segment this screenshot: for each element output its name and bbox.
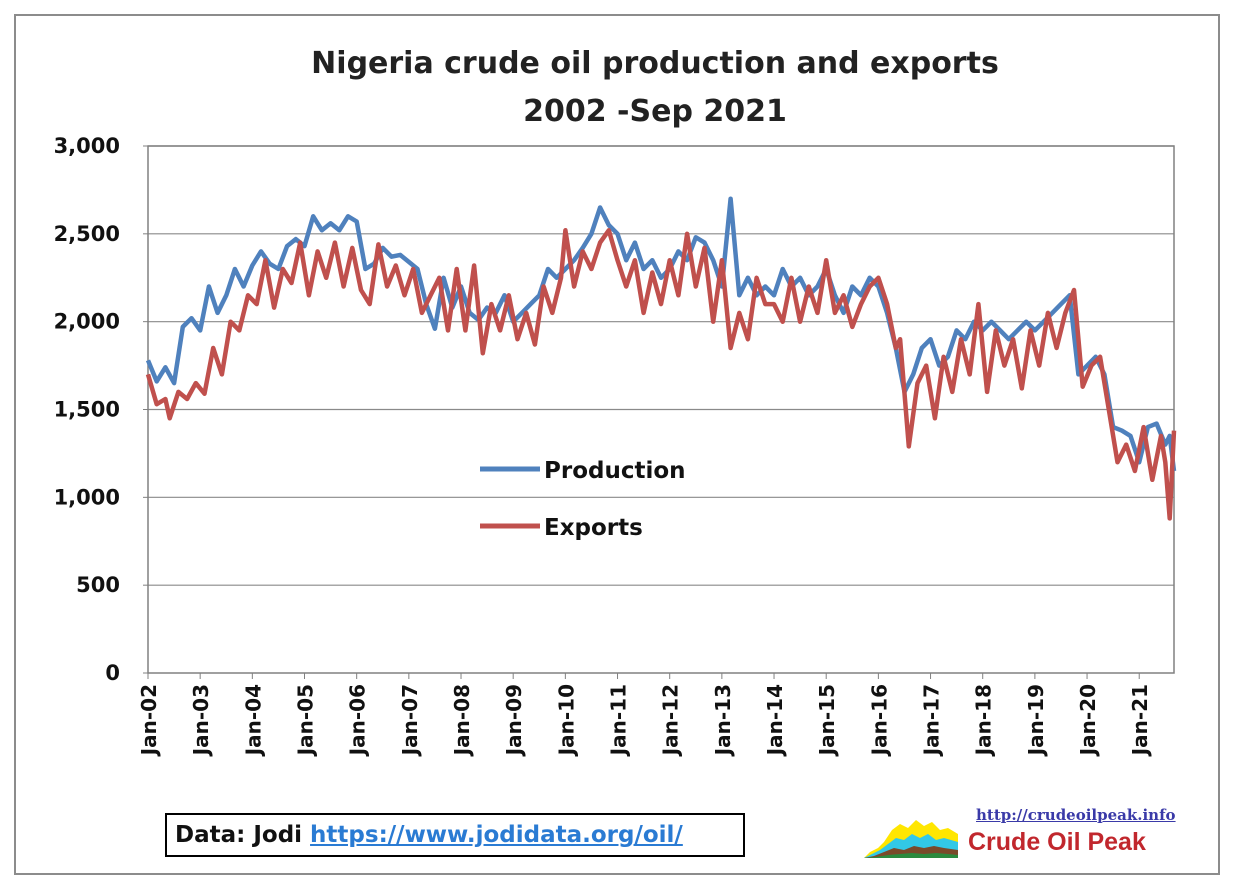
x-tick-label: Jan-13 xyxy=(711,684,735,757)
y-tick-label: 2,000 xyxy=(54,310,120,334)
y-tick-label: 2,500 xyxy=(54,222,120,246)
x-tick-label: Jan-04 xyxy=(241,684,265,757)
x-tick-label: Jan-14 xyxy=(763,684,787,757)
data-source-label: Data: Jodi xyxy=(175,822,311,848)
x-tick-label: Jan-12 xyxy=(659,684,683,757)
y-tick-label: 3,000 xyxy=(54,134,120,158)
legend-label-production: Production xyxy=(544,458,686,484)
chart-title: Nigeria crude oil production and exports xyxy=(311,46,999,81)
y-tick-label: 0 xyxy=(105,661,120,685)
x-tick-label: Jan-21 xyxy=(1128,684,1152,757)
logo-url[interactable]: http://crudeoilpeak.info xyxy=(976,806,1176,824)
x-tick-label: Jan-11 xyxy=(607,684,631,757)
x-tick-label: Jan-06 xyxy=(346,684,370,757)
x-tick-label: Jan-09 xyxy=(502,684,526,757)
x-axis-ticks: Jan-02 Jan-03 Jan-04 Jan-05 Jan-06 Jan-07 Jan-… xyxy=(137,673,1152,757)
y-axis-ticks: 0 500 1,000 1,500 2,000 2,500 3,000 xyxy=(54,134,148,685)
logo-graphic-icon xyxy=(864,820,958,858)
gridlines xyxy=(148,145,1174,586)
legend: Production Exports xyxy=(480,458,686,541)
x-tick-label: Jan-15 xyxy=(815,684,839,757)
x-tick-label: Jan-03 xyxy=(189,684,213,757)
x-tick-label: Jan-05 xyxy=(294,684,318,757)
x-tick-label: Jan-20 xyxy=(1076,684,1100,757)
crude-oil-peak-logo[interactable]: http://crudeoilpeak.info Crude Oil Peak xyxy=(862,806,1192,862)
data-source-link[interactable]: https://www.jodidata.org/oil/ xyxy=(310,822,683,848)
series-lines xyxy=(145,196,1177,521)
chart-frame xyxy=(14,14,1220,875)
y-tick-label: 1,000 xyxy=(54,485,120,509)
series-line-production xyxy=(145,196,1177,472)
series-line-exports xyxy=(145,228,1177,521)
x-tick-label: Jan-19 xyxy=(1024,684,1048,757)
chart-subtitle: 2002 -Sep 2021 xyxy=(523,94,787,129)
logo-name: Crude Oil Peak xyxy=(968,828,1146,856)
x-tick-label: Jan-18 xyxy=(972,684,996,757)
x-tick-label: Jan-08 xyxy=(450,684,474,757)
y-tick-label: 1,500 xyxy=(54,398,120,422)
legend-label-exports: Exports xyxy=(544,515,643,541)
data-source-box: Data: Jodi https://www.jodidata.org/oil/ xyxy=(165,813,745,857)
x-tick-label: Jan-10 xyxy=(554,684,578,757)
x-tick-label: Jan-02 xyxy=(137,684,161,757)
x-tick-label: Jan-17 xyxy=(920,684,944,757)
x-tick-label: Jan-16 xyxy=(867,684,891,757)
x-tick-label: Jan-07 xyxy=(398,684,422,757)
y-tick-label: 500 xyxy=(76,573,120,597)
